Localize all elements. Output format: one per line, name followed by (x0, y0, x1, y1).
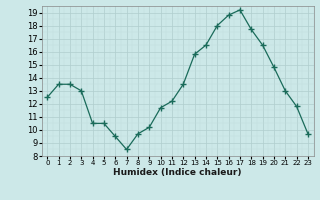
X-axis label: Humidex (Indice chaleur): Humidex (Indice chaleur) (113, 168, 242, 177)
